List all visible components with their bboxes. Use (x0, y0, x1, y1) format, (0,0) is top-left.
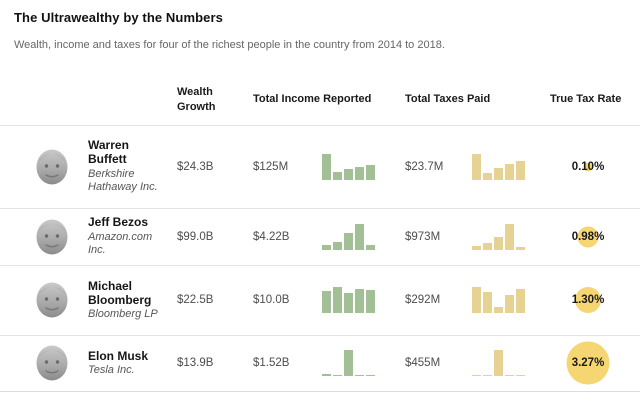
wealth-growth-value: $24.3B (177, 160, 214, 173)
table-row-jeff-bezos: Jeff Bezos Amazon.com Inc. $99.0B $4.22B… (0, 207, 640, 265)
taxes-sparkline (472, 287, 550, 314)
photo-cell (14, 340, 88, 386)
column-header-total-taxes: Total Taxes Paid (405, 93, 491, 106)
table-header-row: Wealth Growth Total Income Reported Tota… (0, 79, 640, 125)
tax-rate-bubble (583, 162, 593, 172)
table-row-michael-bloomberg: Michael Bloomberg Bloomberg LP $22.5B $1… (0, 264, 640, 335)
person-company: Bloomberg LP (88, 307, 158, 320)
infographic: The Ultrawealthy by the Numbers Wealth, … (0, 10, 640, 392)
income-sparkline (322, 223, 405, 250)
avatar-warren-buffett-icon (35, 148, 69, 185)
income-sparkline-bars (322, 287, 405, 314)
table-row-elon-musk: Elon Musk Tesla Inc. $13.9B $1.52B $455M… (0, 334, 640, 392)
taxes-sparkline (472, 153, 550, 180)
photo-cell (14, 144, 88, 190)
tax-rate-bubble (575, 287, 601, 314)
true-tax-rate-cell: 3.27% (550, 341, 626, 385)
taxes-sparkline (472, 350, 550, 377)
column-header-wealth-growth: Wealth Growth (177, 86, 216, 113)
page-subtitle: Wealth, income and taxes for four of the… (14, 39, 445, 51)
wealth-growth-value: $13.9B (177, 357, 214, 370)
total-taxes-value: $973M (405, 230, 441, 243)
table-row-warren-buffett: Warren Buffett Berkshire Hathaway Inc. $… (0, 124, 640, 208)
photo-cell (14, 214, 88, 260)
column-header-total-income: Total Income Reported (253, 93, 372, 106)
total-taxes-value: $23.7M (405, 160, 444, 173)
total-income-value: $10.0B (253, 294, 290, 307)
tax-rate-bubble (566, 341, 610, 385)
income-sparkline (322, 287, 405, 314)
total-taxes-value: $292M (405, 294, 441, 307)
income-sparkline-bars (322, 350, 405, 377)
taxes-sparkline-bars (472, 287, 550, 314)
true-tax-rate-cell: 0.98% (550, 226, 626, 248)
person-company: Tesla Inc. (88, 363, 135, 376)
name-cell: Elon Musk Tesla Inc. (88, 349, 177, 378)
true-tax-rate-value: 0.98% (571, 230, 605, 243)
income-sparkline (322, 350, 405, 377)
total-income-value: $4.22B (253, 230, 290, 243)
avatar-jeff-bezos-icon (35, 218, 69, 255)
column-header-true-tax-rate: True Tax Rate (550, 93, 622, 106)
taxes-sparkline (472, 223, 550, 250)
person-name: Warren Buffett (88, 138, 129, 167)
page-title: The Ultrawealthy by the Numbers (14, 10, 223, 25)
true-tax-rate-value: 1.30% (571, 294, 605, 307)
name-cell: Michael Bloomberg Bloomberg LP (88, 279, 177, 322)
true-tax-rate-value: 0.10% (571, 160, 605, 173)
person-name: Michael Bloomberg (88, 278, 152, 307)
tax-rate-bubble (577, 226, 599, 248)
taxes-sparkline-bars (472, 153, 550, 180)
taxes-sparkline-bars (472, 350, 550, 377)
wealth-growth-value: $99.0B (177, 230, 214, 243)
total-taxes-value: $455M (405, 357, 441, 370)
name-cell: Warren Buffett Berkshire Hathaway Inc. (88, 138, 177, 195)
person-company: Berkshire Hathaway Inc. (88, 167, 158, 194)
income-sparkline-bars (322, 223, 405, 250)
total-income-value: $1.52B (253, 357, 290, 370)
person-name: Jeff Bezos (88, 215, 149, 230)
name-cell: Jeff Bezos Amazon.com Inc. (88, 215, 177, 258)
ultrawealthy-table: Wealth Growth Total Income Reported Tota… (0, 79, 640, 392)
person-company: Amazon.com Inc. (88, 230, 153, 257)
wealth-growth-value: $22.5B (177, 294, 214, 307)
income-sparkline-bars (322, 153, 405, 180)
income-sparkline (322, 153, 405, 180)
true-tax-rate-value: 3.27% (571, 357, 605, 370)
true-tax-rate-cell: 1.30% (550, 287, 626, 314)
true-tax-rate-cell: 0.10% (550, 161, 626, 173)
taxes-sparkline-bars (472, 223, 550, 250)
total-income-value: $125M (253, 160, 289, 173)
person-name: Elon Musk (88, 348, 149, 363)
photo-cell (14, 277, 88, 323)
avatar-michael-bloomberg-icon (35, 281, 69, 319)
avatar-elon-musk-icon (35, 344, 69, 382)
